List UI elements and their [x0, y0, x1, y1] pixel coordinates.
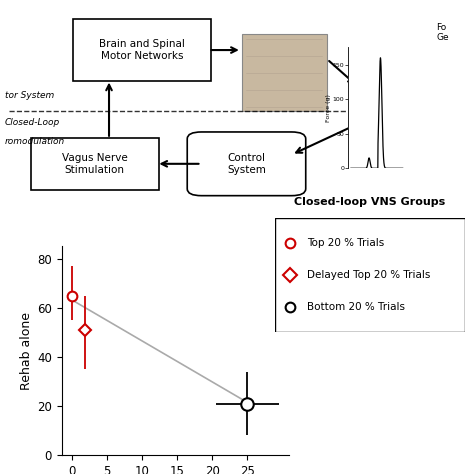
Y-axis label: Rehab alone: Rehab alone: [20, 312, 33, 390]
Text: Vagus Nerve
Stimulation: Vagus Nerve Stimulation: [62, 153, 128, 174]
Text: Brain and Spinal
Motor Networks: Brain and Spinal Motor Networks: [99, 39, 185, 61]
Y-axis label: Force (g): Force (g): [326, 94, 331, 122]
FancyBboxPatch shape: [31, 137, 159, 190]
Text: Control
System: Control System: [227, 153, 266, 174]
Text: Top 20 % Trials: Top 20 % Trials: [307, 238, 384, 248]
FancyBboxPatch shape: [275, 218, 465, 332]
Text: Fo
Ge: Fo Ge: [436, 23, 449, 42]
Text: Closed-Loop: Closed-Loop: [5, 118, 60, 128]
Text: romodulation: romodulation: [5, 137, 65, 146]
Text: Bottom 20 % Trials: Bottom 20 % Trials: [307, 302, 405, 312]
Bar: [242, 34, 327, 111]
Text: Delayed Top 20 % Trials: Delayed Top 20 % Trials: [307, 270, 430, 280]
Text: Closed-loop VNS Groups: Closed-loop VNS Groups: [294, 197, 446, 207]
FancyBboxPatch shape: [73, 19, 211, 81]
FancyBboxPatch shape: [187, 132, 306, 196]
Text: tor System: tor System: [5, 91, 54, 100]
